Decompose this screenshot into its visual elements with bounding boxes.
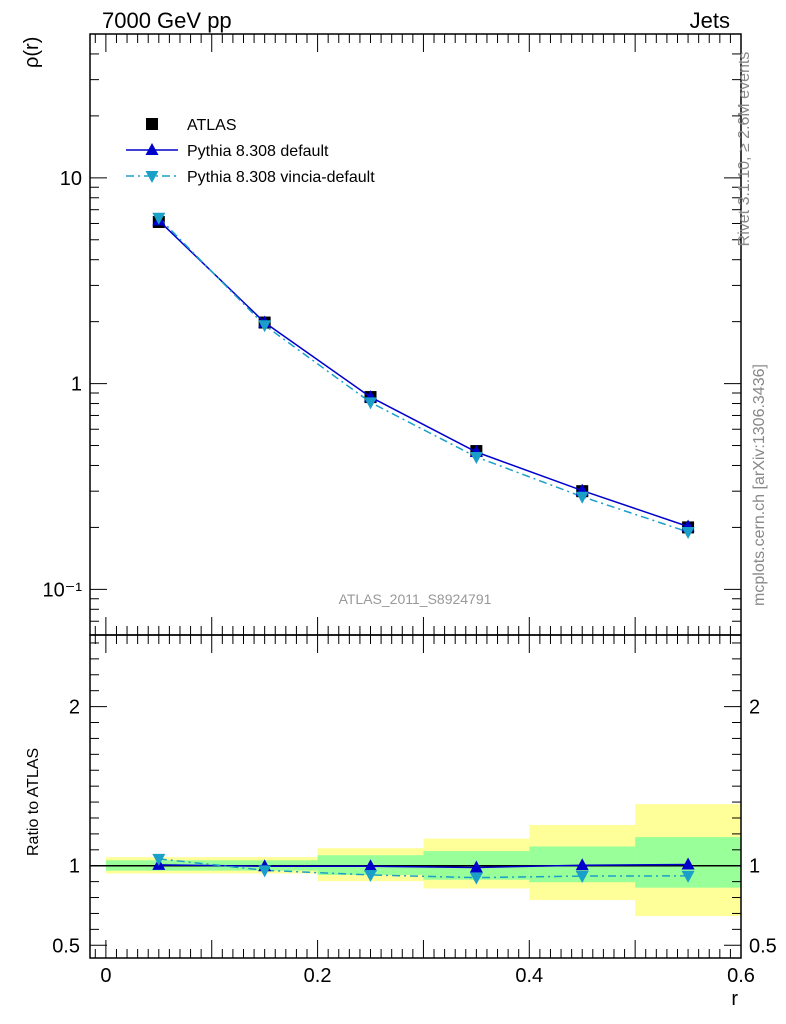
main-point	[258, 320, 272, 333]
main-point	[681, 526, 695, 539]
x-tick-label: 0	[100, 965, 111, 987]
legend-marker	[145, 143, 159, 155]
ratio-y-tick-label-left: 1	[69, 856, 80, 878]
legend-marker	[145, 171, 159, 183]
ratio-point	[469, 872, 483, 885]
ratio-series-line	[158, 858, 689, 879]
ratio-point	[575, 871, 589, 884]
main-point	[575, 491, 589, 504]
legend-label: Pythia 8.308 default	[187, 143, 329, 160]
legend-label: Pythia 8.308 vincia-default	[187, 169, 375, 186]
ratio-point	[681, 870, 695, 883]
y-tick-label: 10⁻¹	[43, 579, 83, 601]
ratio-plot-area	[90, 635, 741, 958]
x-axis-label: r	[731, 988, 738, 1010]
x-tick-label: 0.6	[727, 965, 755, 987]
ratio-point	[469, 860, 483, 873]
legend-label: ATLAS	[187, 117, 237, 134]
ratio-plot-frame	[89, 634, 742, 959]
ratio-series-line	[158, 863, 689, 869]
x-tick-label: 0.2	[304, 965, 332, 987]
y-tick-label: 1	[71, 374, 82, 396]
header-left: 7000 GeV pp	[102, 8, 232, 33]
x-tick-label: 0.4	[515, 965, 543, 987]
ratio-y-tick-label-right: 2	[749, 697, 760, 719]
main-point	[364, 397, 378, 410]
ratio-point	[364, 869, 378, 882]
header-right: Jets	[690, 8, 730, 33]
ratio-point	[364, 859, 378, 872]
ratio-y-tick-label-right: 1	[749, 856, 760, 878]
ratio-y-tick-label-left: 2	[69, 697, 80, 719]
ratio-point	[575, 858, 589, 871]
side-label-mcplots: mcplots.cern.ch [arXiv:1306.3436]	[751, 364, 768, 606]
main-point	[152, 212, 166, 225]
watermark: ATLAS_2011_S8924791	[339, 591, 492, 607]
main-series-line	[158, 220, 689, 528]
ratio-y-tick-label-right: 0.5	[749, 935, 777, 957]
ratio-y-tick-label-left: 0.5	[52, 935, 80, 957]
ratio-point	[681, 857, 695, 870]
ratio-point	[258, 865, 272, 878]
ratio-point	[152, 853, 166, 866]
y-tick-label: 10	[60, 168, 82, 190]
side-label-rivet: Rivet 3.1.10, ≥ 2.6M events	[736, 51, 753, 247]
main-point	[469, 451, 483, 464]
ratio-ylabel: Ratio to ATLAS	[25, 748, 42, 856]
main-plot-area	[90, 34, 741, 635]
legend-marker	[146, 118, 158, 130]
main-ylabel: ρ(r)	[21, 37, 43, 68]
